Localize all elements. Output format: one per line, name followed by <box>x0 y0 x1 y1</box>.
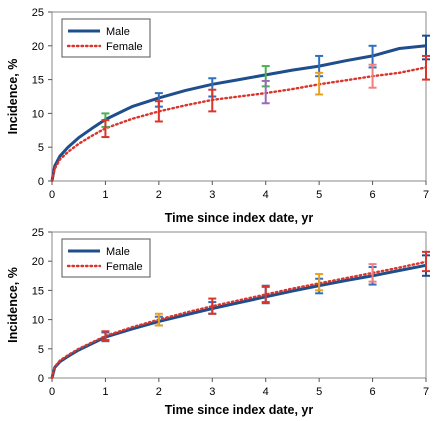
error-bar-female <box>422 54 430 81</box>
x-tick-label: 7 <box>423 189 429 201</box>
legend-label-female: Female <box>106 261 143 273</box>
x-tick-label: 4 <box>263 386 269 398</box>
x-tick-label: 3 <box>209 189 215 201</box>
error-bar-female <box>154 100 163 123</box>
legend-label-male: Male <box>106 26 130 38</box>
x-axis-title: Time since index date, yr <box>165 211 314 225</box>
error-bar-female <box>368 263 377 283</box>
legend: Male Female <box>61 18 151 58</box>
x-tick-label: 4 <box>263 189 269 201</box>
error-bar-female <box>261 285 270 304</box>
x-tick-label: 2 <box>156 189 162 201</box>
x-tick-label: 1 <box>102 189 108 201</box>
error-bar-female <box>315 71 324 96</box>
error-bar-female <box>208 297 217 315</box>
legend-label-male: Male <box>106 246 130 258</box>
x-tick-label: 2 <box>156 386 162 398</box>
error-bar-female <box>422 250 430 273</box>
legend: Male Female <box>61 238 151 278</box>
y-tick-label: 5 <box>38 142 44 154</box>
x-tick-label: 5 <box>316 386 322 398</box>
y-tick-label: 25 <box>32 7 44 19</box>
x-tick-label: 1 <box>102 386 108 398</box>
series-line-male <box>50 44 427 182</box>
x-tick-label: 3 <box>209 386 215 398</box>
series-line-female <box>50 260 428 380</box>
y-tick-label: 10 <box>32 108 44 120</box>
x-tick-label: 6 <box>370 386 376 398</box>
chart-panel-2: 0 5 10 15 20 25 0 1 2 3 4 5 6 7 Time since index date,… <box>6 227 430 417</box>
error-bar-female <box>208 88 217 113</box>
x-tick-label: 6 <box>370 189 376 201</box>
x-tick-label: 7 <box>423 386 429 398</box>
y-tick-label: 15 <box>32 285 44 297</box>
x-tick-label: 5 <box>316 189 322 201</box>
legend-box <box>61 238 151 278</box>
error-bar-female <box>101 119 110 139</box>
error-bar-female <box>315 273 324 292</box>
y-tick-label: 20 <box>32 41 44 53</box>
chart-panel-1: 0 5 10 15 20 25 0 1 2 3 4 5 6 7 Time since index date,… <box>6 7 430 225</box>
series-line-female <box>50 66 428 183</box>
legend-label-female: Female <box>106 41 143 53</box>
error-bar-female <box>261 79 270 105</box>
y-tick-label: 20 <box>32 256 44 268</box>
x-tick-label: 0 <box>49 386 55 398</box>
y-axis-title: Incidence, % <box>6 267 20 343</box>
y-tick-label: 15 <box>32 75 44 87</box>
y-tick-label: 5 <box>38 344 44 356</box>
y-axis-title: Incidence, % <box>6 59 20 135</box>
legend-box <box>61 18 151 58</box>
y-tick-label: 10 <box>32 315 44 327</box>
y-tick-label: 25 <box>32 227 44 239</box>
error-bar-female <box>368 63 377 89</box>
error-bar-female <box>154 312 163 327</box>
y-tick-label: 0 <box>38 176 44 188</box>
y-tick-label: 0 <box>38 373 44 385</box>
x-axis-title: Time since index date, yr <box>165 403 314 417</box>
x-tick-label: 0 <box>49 189 55 201</box>
error-bar-female <box>101 330 110 342</box>
